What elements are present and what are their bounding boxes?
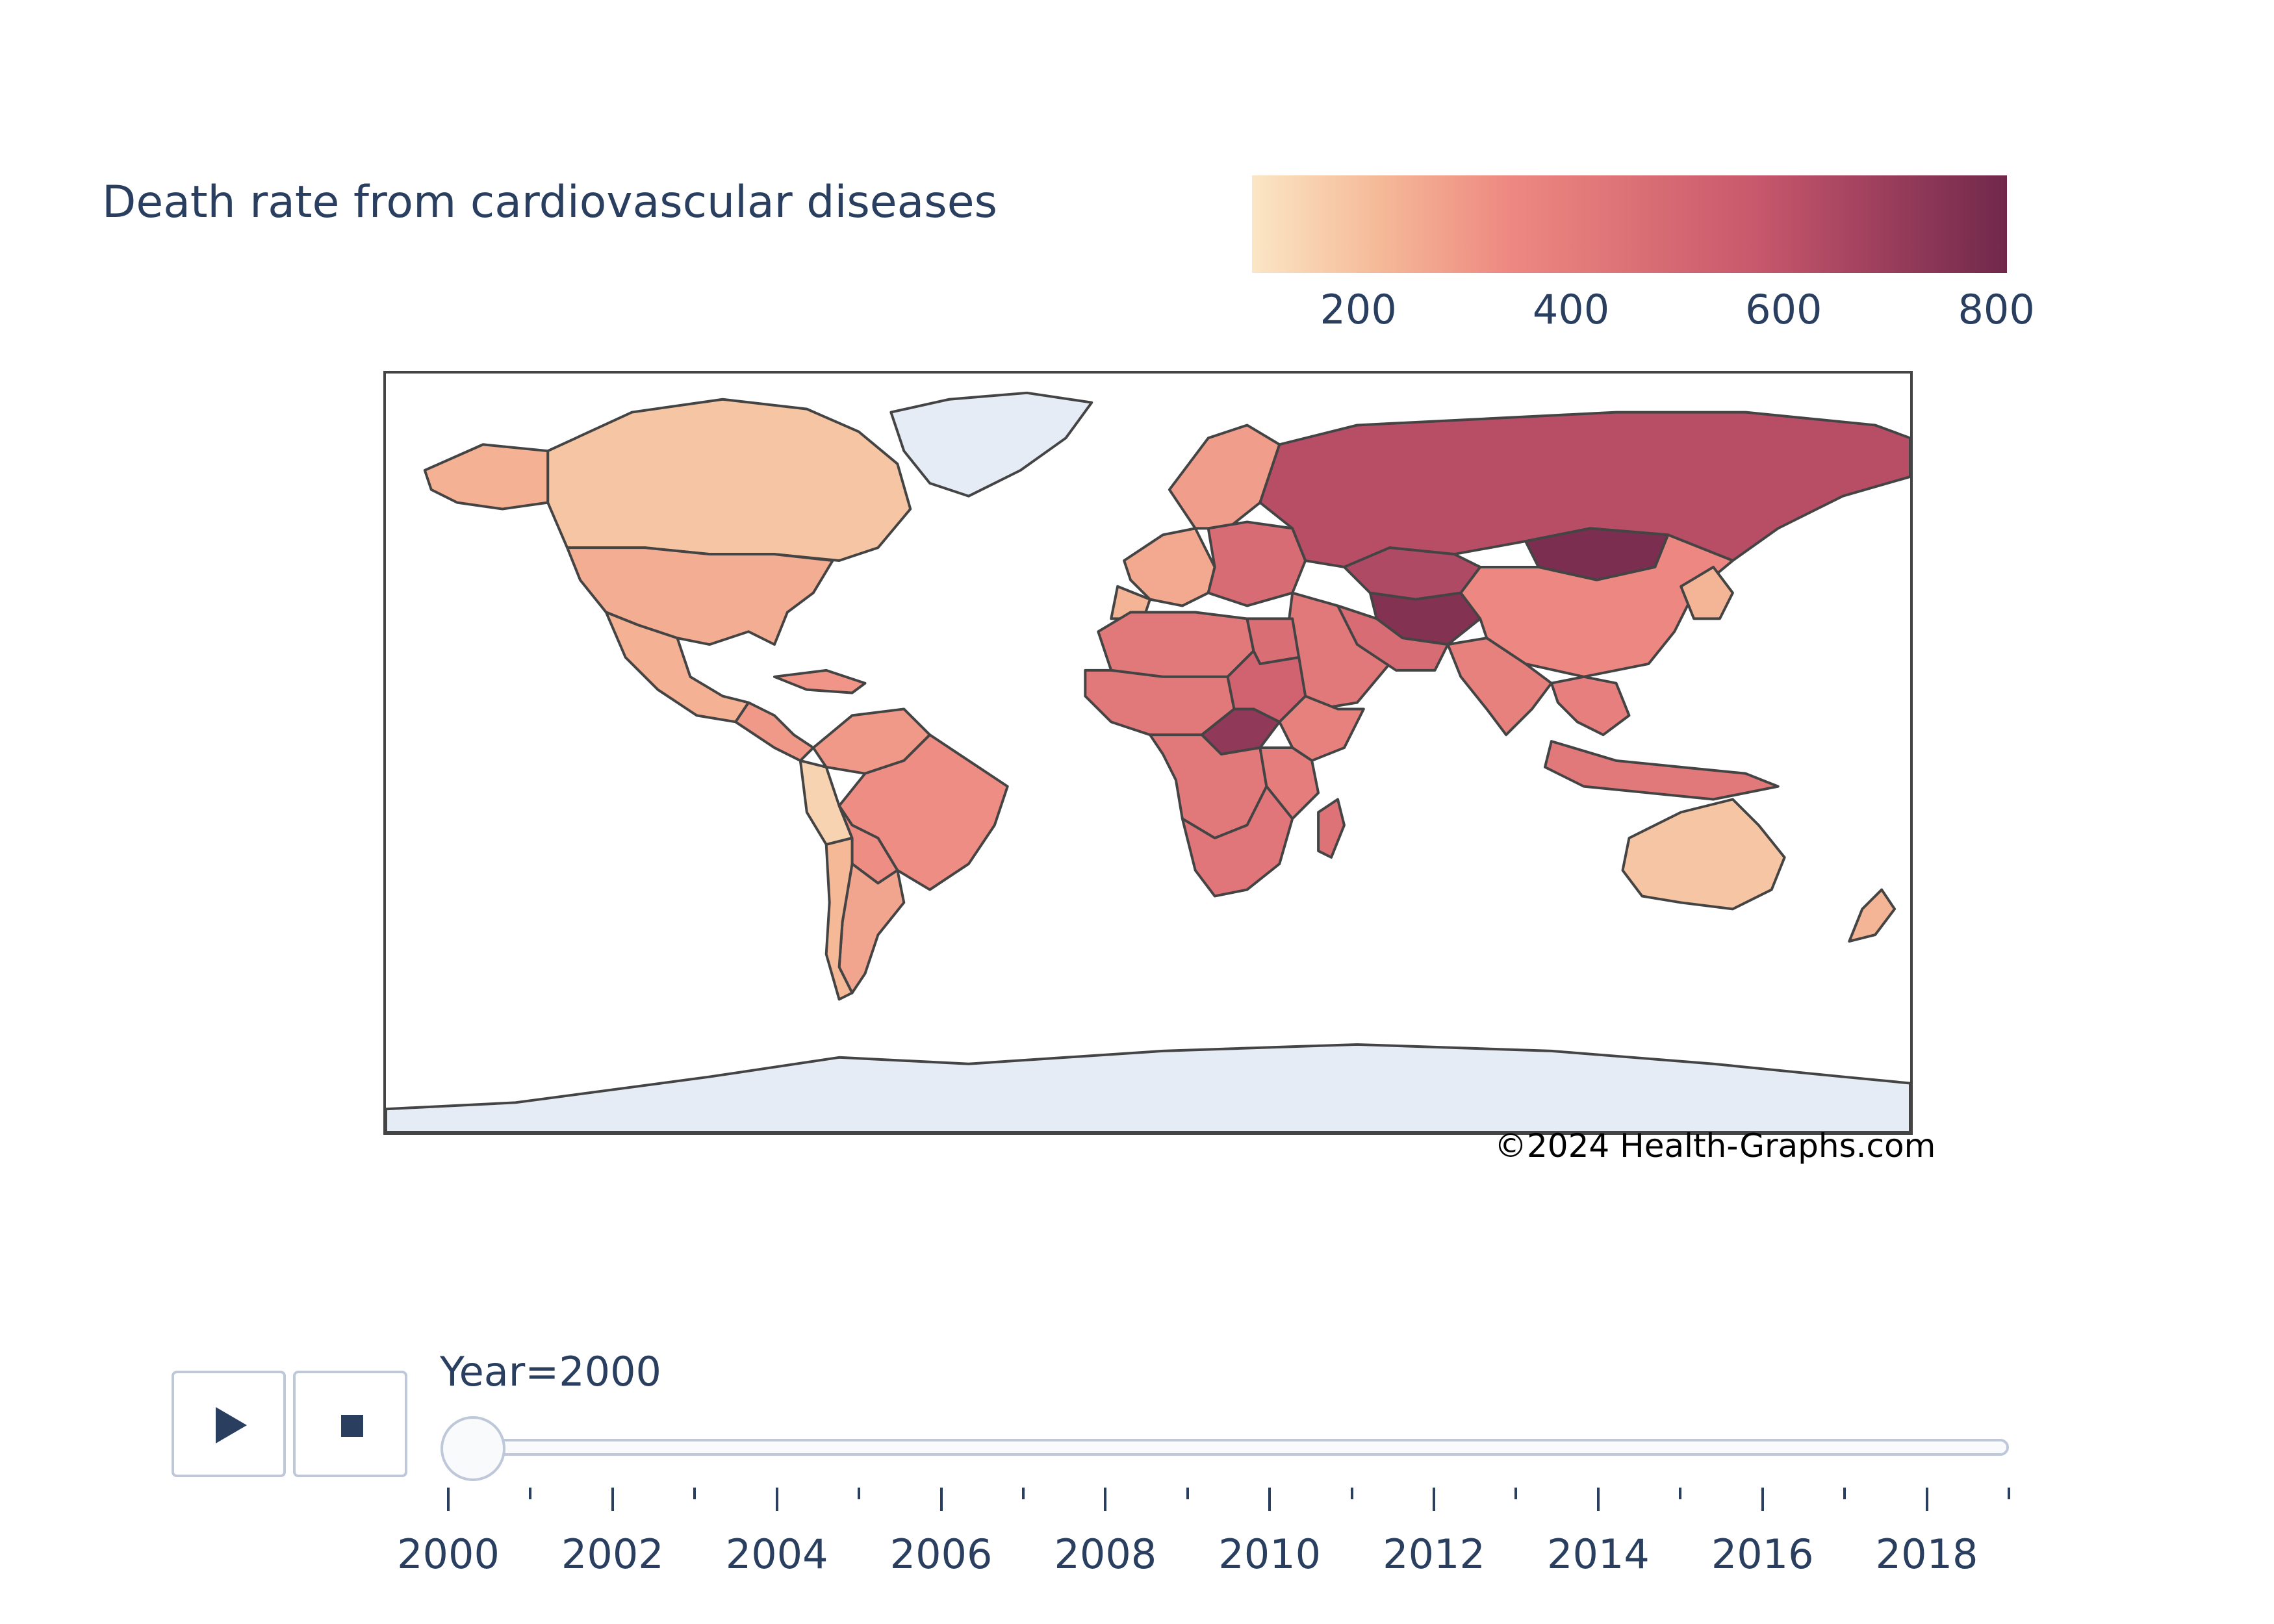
slider-tick-label[interactable]: 2016 bbox=[1711, 1530, 1814, 1578]
slider-axis: 2000 2002 2004 2006 2008 2010 2012 2014 2016 2018 bbox=[397, 1488, 2010, 1598]
region-chile[interactable] bbox=[824, 837, 854, 1001]
slider-tick bbox=[1596, 1488, 1600, 1511]
slider-track[interactable] bbox=[448, 1439, 2009, 1456]
region-greenland[interactable] bbox=[889, 391, 1093, 498]
region-alaska-usa-[interactable] bbox=[423, 443, 550, 511]
stop-icon bbox=[341, 1415, 363, 1437]
region-southeast-asia[interactable] bbox=[1550, 675, 1631, 737]
slider-tick-label[interactable]: 2002 bbox=[561, 1530, 664, 1578]
colorbar-gradient bbox=[1252, 175, 2007, 273]
region-north-africa[interactable] bbox=[1097, 611, 1255, 678]
slider-tick bbox=[858, 1488, 861, 1499]
slider-tick-label[interactable]: 2000 bbox=[397, 1530, 500, 1578]
slider-tick bbox=[1843, 1488, 1846, 1499]
stop-button[interactable] bbox=[293, 1371, 407, 1477]
region-canada[interactable] bbox=[546, 398, 912, 563]
slider-tick bbox=[1268, 1488, 1271, 1511]
region-caribbean[interactable] bbox=[773, 668, 867, 694]
region-new-zealand[interactable] bbox=[1848, 888, 1897, 943]
slider-tick-label[interactable]: 2006 bbox=[889, 1530, 993, 1578]
region-eastern-europe[interactable] bbox=[1207, 520, 1307, 607]
region-japan-korea[interactable] bbox=[1680, 565, 1734, 620]
region-antarctica[interactable] bbox=[386, 1043, 1910, 1132]
slider-tick bbox=[1021, 1488, 1025, 1499]
slider-tick bbox=[1186, 1488, 1189, 1499]
watermark: ©2024 Health-Graphs.com bbox=[1494, 1127, 1936, 1165]
map-frame[interactable] bbox=[383, 371, 1913, 1135]
slider-tick bbox=[775, 1488, 778, 1511]
slider-tick-label[interactable]: 2004 bbox=[725, 1530, 828, 1578]
slider-tick-label[interactable]: 2018 bbox=[1875, 1530, 1978, 1578]
slider-tick bbox=[1761, 1488, 1764, 1511]
slider-tick-label[interactable]: 2008 bbox=[1054, 1530, 1157, 1578]
region-australia[interactable] bbox=[1621, 798, 1786, 911]
play-icon bbox=[216, 1407, 247, 1443]
region-iran-afghanistan[interactable] bbox=[1336, 604, 1450, 672]
slider-tick-label[interactable]: 2014 bbox=[1546, 1530, 1650, 1578]
colorbar-ticks: 200 400 600 800 bbox=[1252, 286, 2034, 338]
colorbar-tick-label: 800 bbox=[1958, 286, 2035, 333]
slider-tick-label[interactable]: 2010 bbox=[1218, 1530, 1322, 1578]
region-west-africa[interactable] bbox=[1084, 668, 1236, 737]
slider-handle[interactable] bbox=[441, 1416, 505, 1481]
slider-tick bbox=[1514, 1488, 1518, 1499]
region-indonesia-png[interactable] bbox=[1543, 740, 1780, 801]
slider-tick bbox=[1350, 1488, 1353, 1499]
region-china[interactable] bbox=[1459, 533, 1734, 678]
slider-tick bbox=[611, 1488, 614, 1511]
slider-tick bbox=[1104, 1488, 1107, 1511]
world-map[interactable] bbox=[386, 374, 1910, 1132]
region-india[interactable] bbox=[1446, 637, 1553, 737]
region-southern-africa[interactable] bbox=[1181, 785, 1294, 898]
colorbar-tick-label: 400 bbox=[1532, 286, 1610, 333]
slider-tick bbox=[447, 1488, 450, 1511]
chart-title: Death rate from cardiovascular diseases bbox=[102, 177, 997, 228]
play-button[interactable] bbox=[172, 1371, 286, 1477]
colorbar-tick-label: 600 bbox=[1745, 286, 1822, 333]
colorbar bbox=[1252, 175, 2007, 273]
slider-tick bbox=[1925, 1488, 1928, 1511]
slider-current-label: Year=2000 bbox=[440, 1348, 661, 1395]
slider-tick bbox=[1679, 1488, 1682, 1499]
slider-tick bbox=[2008, 1488, 2010, 1499]
slider-tick bbox=[939, 1488, 943, 1511]
region-scandinavia[interactable] bbox=[1168, 424, 1281, 530]
colorbar-tick-label: 200 bbox=[1320, 286, 1397, 333]
slider-tick bbox=[1433, 1488, 1436, 1511]
slider-tick-label[interactable]: 2012 bbox=[1383, 1530, 1485, 1578]
slider-tick bbox=[529, 1488, 532, 1499]
region-united-states[interactable] bbox=[566, 546, 834, 646]
region-madagascar[interactable] bbox=[1317, 798, 1346, 859]
region-central-america[interactable] bbox=[734, 701, 815, 762]
slider-tick bbox=[693, 1488, 696, 1499]
